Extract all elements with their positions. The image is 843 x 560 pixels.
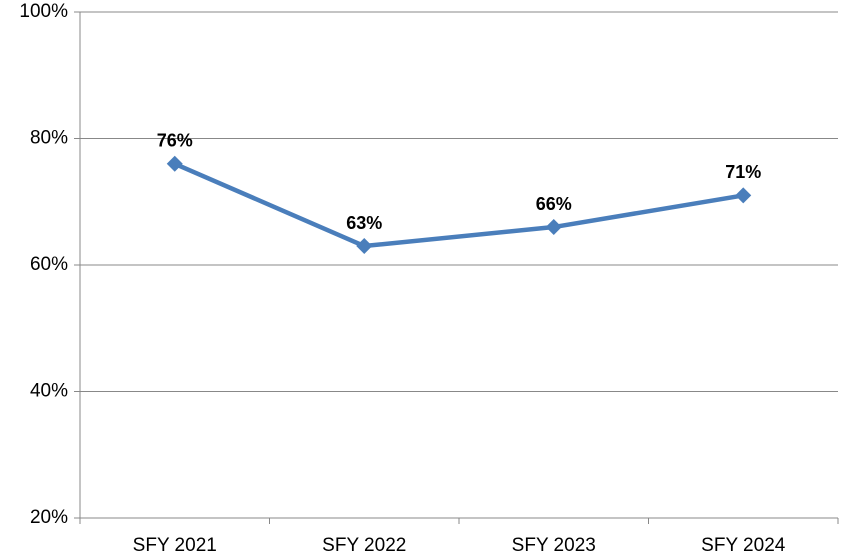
x-tick-label: SFY 2021 xyxy=(133,535,217,556)
x-tick-label: SFY 2023 xyxy=(512,535,596,556)
x-tick-label: SFY 2024 xyxy=(701,535,786,556)
data-label: 71% xyxy=(725,162,761,182)
line xyxy=(173,161,744,249)
marker xyxy=(166,155,183,172)
y-tick-label: 100% xyxy=(19,1,68,22)
y-tick-label: 20% xyxy=(30,507,68,528)
y-tick-label: 60% xyxy=(30,254,68,275)
y-tick-label: 40% xyxy=(30,381,68,402)
data-label: 76% xyxy=(157,131,193,151)
data-label: 63% xyxy=(346,213,382,233)
x-tick-label: SFY 2022 xyxy=(322,535,406,556)
marker xyxy=(356,238,373,255)
marker xyxy=(735,187,752,204)
data-label: 66% xyxy=(536,194,572,214)
marker xyxy=(545,219,562,236)
y-tick-label: 80% xyxy=(30,128,68,149)
